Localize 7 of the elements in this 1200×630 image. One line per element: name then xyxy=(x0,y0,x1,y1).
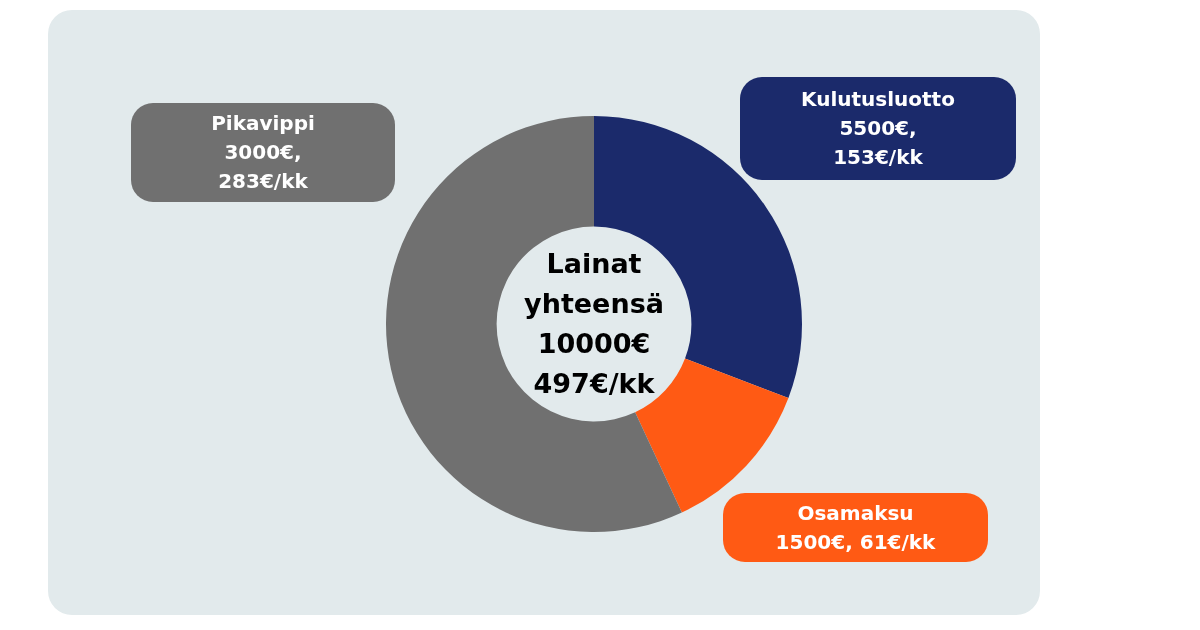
data-label: 3000€, 283€/kk xyxy=(217,139,309,195)
text: Lainat yhteensä 10000€ 497€/kk xyxy=(523,247,665,401)
slice-label: Osamaksu xyxy=(797,499,914,527)
slice-label: Kulutusluotto xyxy=(801,86,955,113)
data-label: 1500€, 61€/kk xyxy=(775,528,936,556)
data-label: 5500€, 153€/kk xyxy=(832,115,924,171)
slice-label: Pikavippi xyxy=(211,110,315,137)
